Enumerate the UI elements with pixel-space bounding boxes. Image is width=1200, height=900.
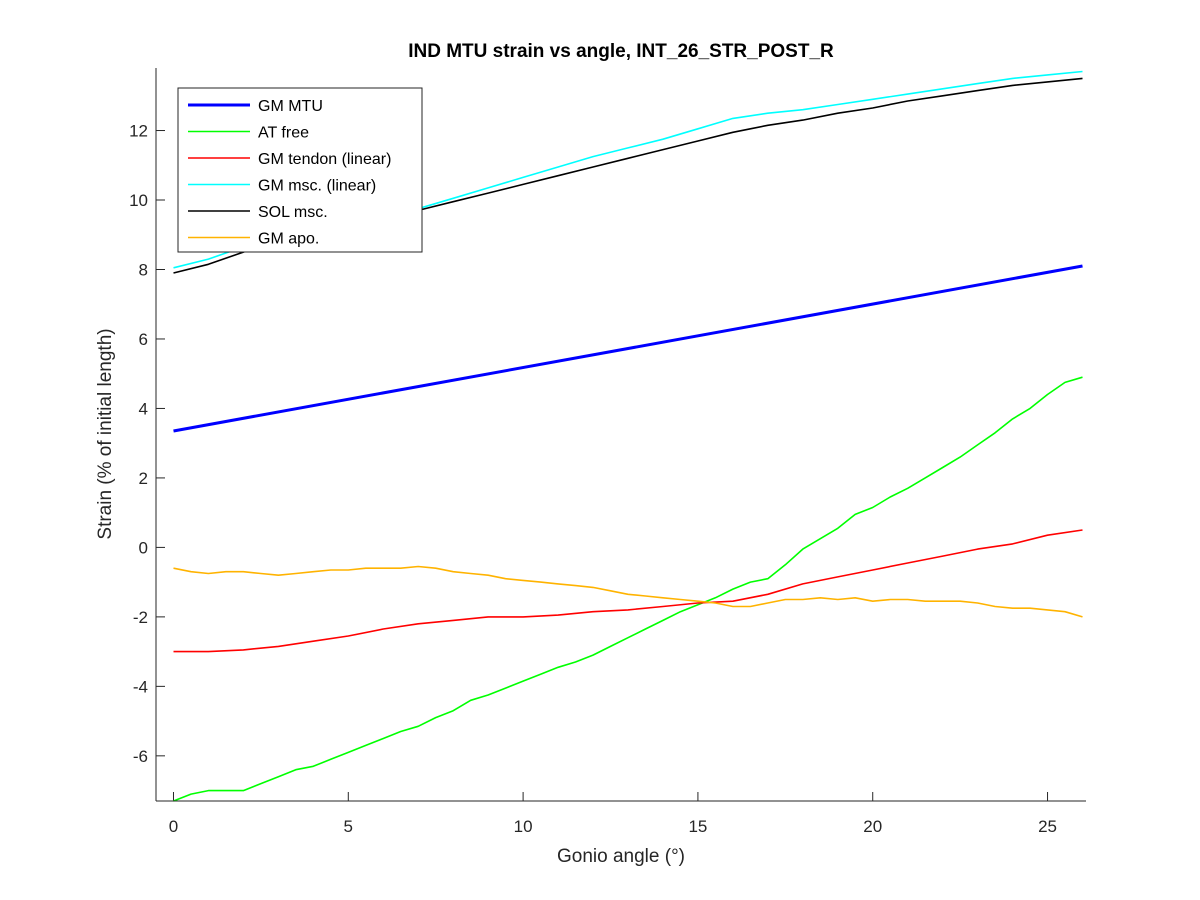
legend: GM MTU AT free GM tendon (linear) GM msc. (… — [177, 87, 423, 253]
y-axis-ticks: -6 -4 -2 0 2 4 6 8 10 12 — [129, 122, 165, 766]
legend-label: GM apo. — [258, 231, 319, 248]
y-tick-label: 2 — [139, 469, 148, 488]
y-tick-label: 6 — [139, 330, 148, 349]
chart-title: IND MTU strain vs angle, INT_26_STR_POST… — [408, 41, 834, 62]
series-line-gm-apo — [173, 565, 1083, 618]
legend-box — [177, 87, 423, 253]
y-axis-title: Strain (% of initial length) — [95, 328, 116, 539]
legend-label: GM tendon (linear) — [258, 151, 391, 168]
legend-label: GM msc. (linear) — [258, 178, 376, 195]
x-tick-label: 10 — [514, 817, 533, 836]
legend-label: AT free — [258, 125, 309, 142]
x-tick-label: 25 — [1038, 817, 1057, 836]
y-tick-label: -2 — [133, 608, 148, 627]
y-tick-label: -6 — [133, 747, 148, 766]
series-lines — [173, 70, 1083, 802]
series-line-at-free — [173, 376, 1083, 802]
y-tick-label: 0 — [139, 538, 148, 557]
y-tick-label: 12 — [129, 122, 148, 141]
x-tick-label: 20 — [863, 817, 882, 836]
legend-items: GM MTU AT free GM tendon (linear) GM msc. (… — [188, 98, 391, 248]
legend-label: GM MTU — [258, 98, 323, 115]
x-axis-ticks: 0 5 10 15 20 25 — [169, 792, 1057, 836]
series-line-gm-mtu — [173, 264, 1083, 433]
legend-label: SOL msc. — [258, 204, 328, 221]
y-tick-label: 8 — [139, 260, 148, 279]
x-tick-label: 0 — [169, 817, 178, 836]
x-tick-label: 5 — [344, 817, 353, 836]
y-tick-label: -4 — [133, 677, 148, 696]
x-tick-label: 15 — [688, 817, 707, 836]
y-tick-label: 4 — [139, 399, 148, 418]
y-tick-label: 10 — [129, 191, 148, 210]
x-axis-title: Gonio angle (°) — [557, 846, 685, 867]
series-line-gm-tendon-linear — [173, 529, 1083, 653]
